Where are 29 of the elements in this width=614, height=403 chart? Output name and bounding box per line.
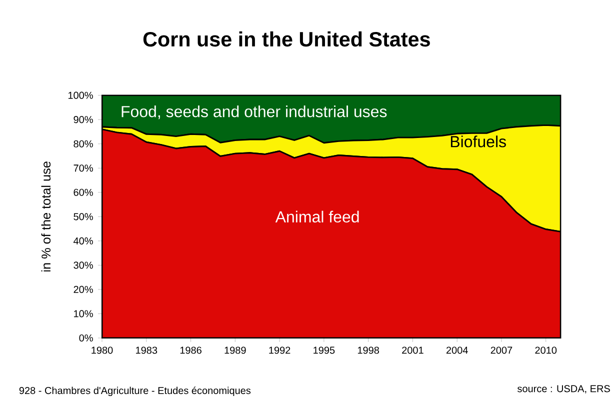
y-tick-label: 10% [74,310,93,318]
x-tick-label: 1980 [92,346,113,354]
y-tick-label: 30% [74,262,93,269]
x-tick-label: 2001 [402,346,424,354]
x-tick-label: 1986 [180,346,202,354]
x-tick-label: 2007 [490,346,512,354]
series-label: Biofuels [450,136,506,148]
y-tick-label: 90% [74,116,93,124]
source-note: source : USDA, ERS [517,385,610,394]
x-tick-label: 1992 [269,346,290,354]
series-label: Food, seeds and other industrial uses [122,106,387,120]
x-tick-label: 1995 [314,346,335,354]
y-tick-label: 50% [74,213,93,220]
x-tick-label: 1989 [224,346,246,354]
y-tick-label: 20% [74,286,93,293]
text: 928 - Chambres d'Agriculture - Etudes économiques [19,386,251,396]
y-tick-label: 70% [74,164,93,172]
x-tick-label: 2010 [535,346,557,354]
y-tick-label: 80% [74,140,93,148]
y-tick-label: 100% [68,92,93,99]
x-tick-label: 1998 [358,346,379,354]
series-label: Animal feed [275,210,359,223]
y-tick-label: 40% [74,237,93,244]
x-tick-label: 1983 [136,346,158,354]
y-tick-label: 0% [79,334,93,342]
x-tick-label: 2004 [446,346,468,354]
y-axis-title: in % of the total use [41,162,51,272]
y-tick-label: 60% [74,188,93,196]
chart-title: Corn use in the United States [143,31,430,47]
